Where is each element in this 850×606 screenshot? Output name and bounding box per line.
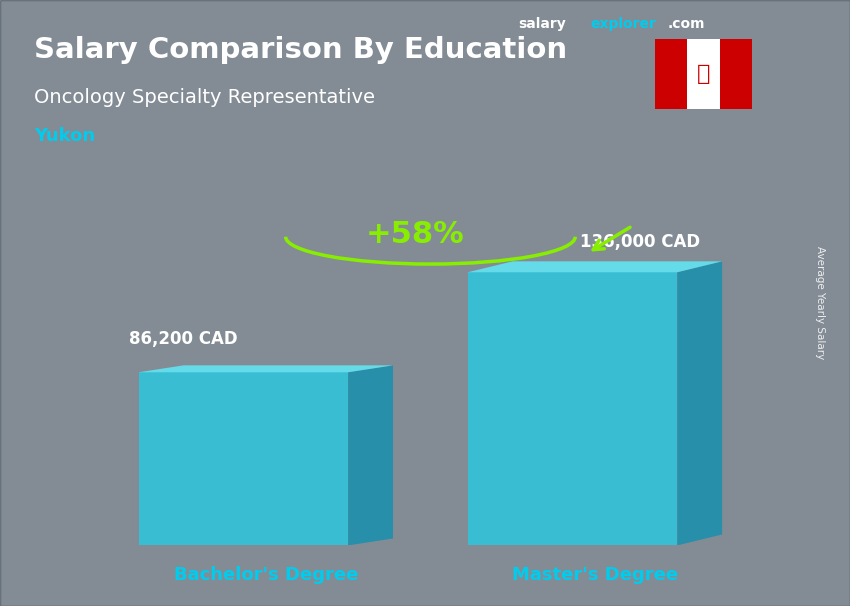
Polygon shape (677, 261, 722, 545)
Bar (654, 39, 687, 109)
Text: explorer: explorer (591, 17, 656, 31)
Text: Average Yearly Salary: Average Yearly Salary (815, 247, 825, 359)
Bar (468, 272, 677, 545)
Bar (687, 39, 720, 109)
Text: 86,200 CAD: 86,200 CAD (129, 330, 238, 348)
Text: Master's Degree: Master's Degree (512, 567, 678, 585)
Polygon shape (468, 261, 722, 272)
Polygon shape (348, 365, 393, 545)
Text: 136,000 CAD: 136,000 CAD (580, 233, 700, 251)
Text: Oncology Specialty Representative: Oncology Specialty Representative (34, 88, 375, 107)
Text: Bachelor's Degree: Bachelor's Degree (173, 567, 358, 585)
Bar (139, 372, 348, 545)
Polygon shape (139, 365, 393, 372)
Text: Yukon: Yukon (34, 127, 95, 145)
Bar (720, 39, 752, 109)
Text: Salary Comparison By Education: Salary Comparison By Education (34, 36, 567, 64)
Text: salary: salary (518, 17, 566, 31)
Text: .com: .com (668, 17, 706, 31)
Text: +58%: +58% (366, 219, 465, 248)
Text: 🍁: 🍁 (697, 64, 710, 84)
